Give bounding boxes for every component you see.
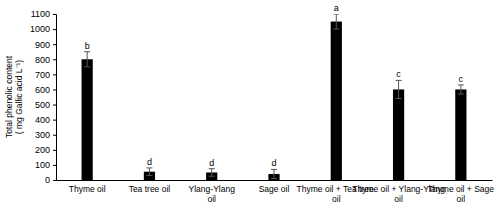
x-tick-label: Tea tree oil bbox=[129, 184, 171, 194]
y-tick-mark bbox=[53, 165, 56, 166]
y-tick: 1100 bbox=[31, 9, 56, 19]
y-tick-mark bbox=[53, 59, 56, 60]
y-tick: 300 bbox=[35, 130, 56, 140]
error-bar bbox=[333, 14, 339, 29]
x-tick-label: Thyme oil bbox=[69, 184, 106, 194]
annotation: c bbox=[396, 69, 401, 79]
y-tick-label: 1000 bbox=[30, 24, 50, 34]
annotation: d bbox=[271, 158, 276, 168]
x-axis-line bbox=[57, 180, 493, 181]
y-tick-mark bbox=[53, 180, 56, 181]
x-tick-label: Sage oil bbox=[259, 184, 290, 194]
y-tick-mark bbox=[53, 135, 56, 136]
y-tick-label: 800 bbox=[35, 55, 50, 65]
y-tick-label: 300 bbox=[35, 130, 50, 140]
bar bbox=[455, 89, 466, 180]
y-tick: 0 bbox=[45, 175, 56, 185]
y-tick-label: 0 bbox=[45, 175, 50, 185]
x-tick: Thyme oil bbox=[69, 180, 106, 194]
bar bbox=[393, 89, 404, 180]
error-bar-line bbox=[271, 169, 277, 178]
bar bbox=[82, 59, 93, 180]
annotation: a bbox=[334, 3, 339, 13]
error-bar bbox=[84, 52, 90, 67]
y-tick: 100 bbox=[35, 160, 56, 170]
y-tick-label: 700 bbox=[35, 70, 50, 80]
annotation: d bbox=[147, 157, 152, 167]
y-tick-label: 500 bbox=[35, 100, 50, 110]
annotation: d bbox=[209, 158, 214, 168]
y-axis: 0 100 200 300 400 500 600 700 800 900 1000 1100 bbox=[30, 9, 57, 185]
y-tick: 900 bbox=[35, 40, 56, 50]
error-bar-line bbox=[396, 80, 402, 98]
plot: b d d d a c c 0 100 200 300 400 500 600 700 800 900 1000 1… bbox=[30, 3, 494, 204]
y-tick: 200 bbox=[35, 145, 56, 155]
y-tick-mark bbox=[53, 89, 56, 90]
error-bar bbox=[458, 85, 464, 94]
y-tick-label: 900 bbox=[35, 40, 50, 50]
x-tick: Thyme oil + Sageoil bbox=[428, 180, 495, 204]
y-tick: 700 bbox=[35, 70, 56, 80]
y-axis-line bbox=[53, 15, 57, 181]
y-tick-mark bbox=[53, 120, 56, 121]
y-tick-label: 100 bbox=[35, 160, 50, 170]
chart: b d d d a c c 0 100 200 300 400 500 600 700 800 900 1000 1… bbox=[0, 0, 500, 216]
error-bar bbox=[396, 80, 402, 98]
y-tick: 500 bbox=[35, 100, 56, 110]
annotation: c bbox=[459, 74, 464, 84]
y-tick-label: 400 bbox=[35, 115, 50, 125]
y-tick-mark bbox=[53, 74, 56, 75]
x-tick-label: Thyme oil + Sageoil bbox=[428, 184, 495, 204]
y-tick-mark bbox=[53, 14, 56, 15]
y-tick: 400 bbox=[35, 115, 56, 125]
error-bar-line bbox=[84, 52, 90, 67]
y-tick-mark bbox=[53, 150, 56, 151]
y-tick-label: 200 bbox=[35, 145, 50, 155]
y-tick-mark bbox=[53, 29, 56, 30]
y-tick: 600 bbox=[35, 85, 56, 95]
error-bar-line bbox=[458, 85, 464, 94]
y-axis-title: Total phenolic content( mg Gallic acid L… bbox=[4, 55, 24, 138]
x-tick: Sage oil bbox=[259, 180, 290, 194]
y-tick-mark bbox=[53, 105, 56, 106]
error-bar-line bbox=[333, 14, 339, 29]
x-axis: Thyme oil Tea tree oil Ylang-Ylangoil Sage … bbox=[57, 180, 495, 204]
x-tick: Ylang-Ylangoil bbox=[189, 180, 236, 204]
bar bbox=[331, 22, 342, 180]
error-bar-line bbox=[146, 168, 152, 176]
annotations: b d d d a c c bbox=[85, 3, 464, 168]
y-tick-label: 1100 bbox=[31, 9, 50, 19]
error-bar bbox=[146, 168, 152, 176]
error-bar-line bbox=[209, 169, 215, 177]
error-bar bbox=[209, 169, 215, 177]
bars bbox=[82, 14, 467, 180]
y-tick: 800 bbox=[35, 55, 56, 65]
y-tick-mark bbox=[53, 44, 56, 45]
y-tick-label: 600 bbox=[35, 85, 50, 95]
x-tick-label: Ylang-Ylangoil bbox=[189, 184, 236, 204]
y-tick: 1000 bbox=[30, 24, 56, 34]
x-tick: Tea tree oil bbox=[129, 180, 171, 194]
error-bar bbox=[271, 169, 277, 178]
annotation: b bbox=[85, 41, 90, 51]
